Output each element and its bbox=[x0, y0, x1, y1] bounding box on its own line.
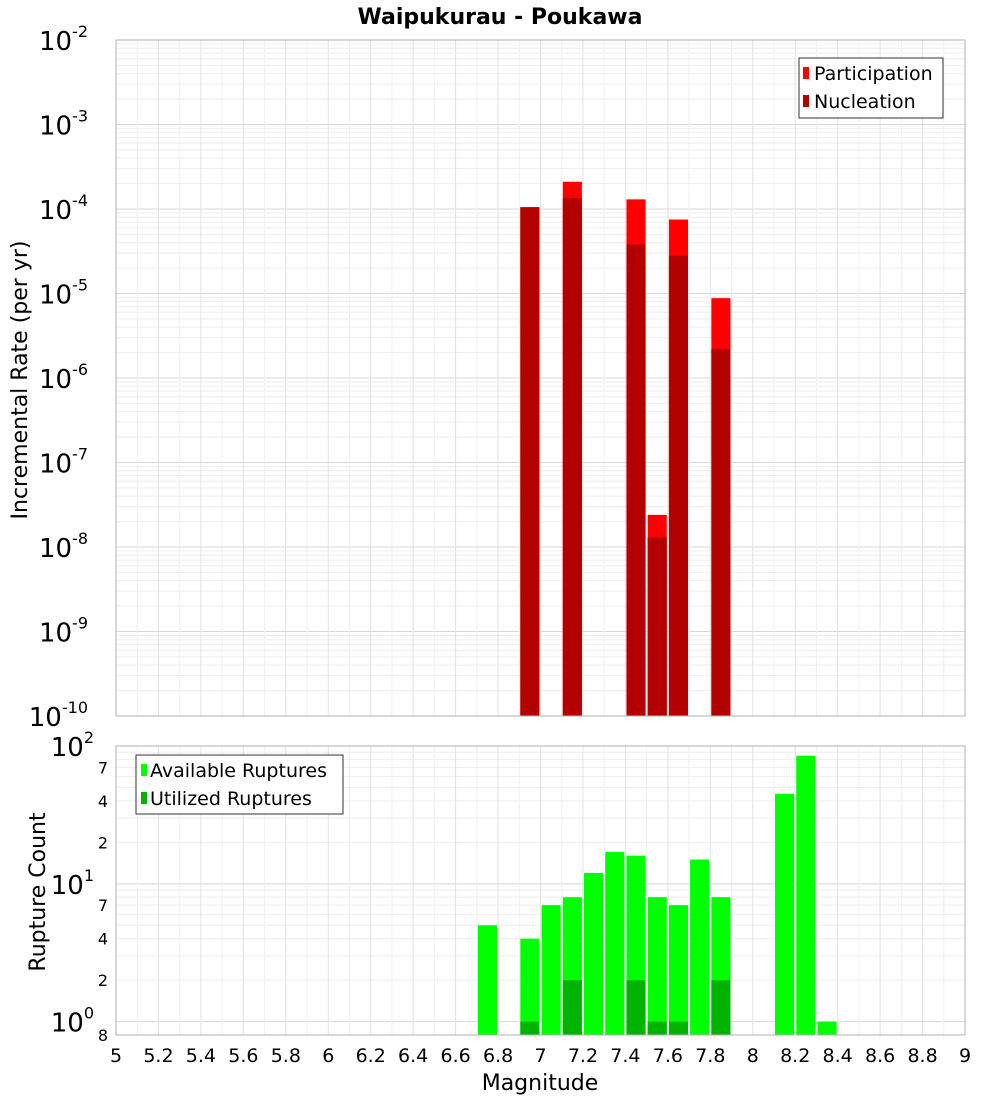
bottom-y-axis-label: Rupture Count bbox=[26, 812, 51, 972]
nucleation-bar bbox=[562, 197, 582, 716]
x-tick-label: 5.6 bbox=[228, 1045, 258, 1067]
x-tick-label: 8.6 bbox=[865, 1045, 895, 1067]
x-tick-label: 8.2 bbox=[780, 1045, 810, 1067]
nucleation-bar bbox=[668, 255, 689, 716]
top-y-tick-label: 10-8 bbox=[39, 529, 88, 564]
nucleation-bar bbox=[647, 537, 667, 716]
nucleation-bar bbox=[626, 244, 646, 716]
utilized-ruptures-bar bbox=[647, 1021, 667, 1035]
x-tick-label: 8.4 bbox=[823, 1045, 853, 1067]
legend-swatch bbox=[141, 792, 147, 804]
legend-swatch bbox=[803, 95, 809, 107]
available-ruptures-bar bbox=[796, 755, 816, 1035]
utilized-ruptures-bar bbox=[520, 1021, 540, 1035]
bottom-y-minor-tick-label: 4 bbox=[98, 792, 108, 811]
available-ruptures-bar bbox=[668, 905, 689, 1035]
bottom-y-minor-tick-label: 2 bbox=[98, 971, 108, 990]
x-tick-label: 5.8 bbox=[271, 1045, 301, 1067]
x-axis-label: Magnitude bbox=[482, 1071, 599, 1096]
x-tick-label: 6.8 bbox=[483, 1045, 513, 1067]
bottom-y-tick-label: 101 bbox=[51, 866, 94, 901]
x-tick-label: 5.4 bbox=[186, 1045, 216, 1067]
x-tick-label: 9 bbox=[959, 1045, 971, 1067]
bottom-legend-box bbox=[135, 754, 344, 815]
available-ruptures-bar bbox=[647, 897, 667, 1035]
bottom-legend: Available Ruptures Utilized Ruptures bbox=[135, 754, 344, 815]
legend-swatch bbox=[803, 67, 809, 79]
chart-title: Waipukurau - Poukawa bbox=[358, 5, 643, 30]
utilized-ruptures-bar bbox=[562, 980, 582, 1035]
available-ruptures-bar bbox=[775, 793, 795, 1035]
top-y-tick-label: 10-2 bbox=[39, 22, 88, 57]
legend-label: Available Ruptures bbox=[150, 760, 327, 782]
x-tick-label: 5.2 bbox=[143, 1045, 173, 1067]
bottom-y-minor-tick-label: 7 bbox=[98, 758, 108, 777]
available-ruptures-bar bbox=[520, 938, 540, 1035]
bottom-y-minor-tick-label: 8 bbox=[98, 1026, 108, 1045]
x-tick-label: 6.6 bbox=[440, 1045, 470, 1067]
top-legend-box bbox=[798, 57, 944, 119]
available-ruptures-bar bbox=[690, 859, 710, 1035]
x-tick-label: 6 bbox=[322, 1045, 334, 1067]
x-tick-label: 6.4 bbox=[398, 1045, 428, 1067]
bottom-y-minor-tick-label: 7 bbox=[98, 896, 108, 915]
available-ruptures-bar bbox=[817, 1021, 837, 1035]
bottom-y-minor-tick-label: 4 bbox=[98, 930, 108, 949]
top-y-tick-label: 10-10 bbox=[29, 698, 88, 733]
x-tick-label: 5 bbox=[110, 1045, 122, 1067]
bottom-plot-border bbox=[115, 745, 966, 1036]
available-ruptures-bar bbox=[477, 925, 497, 1035]
x-tick-label: 7.2 bbox=[568, 1045, 598, 1067]
x-tick-label: 7.8 bbox=[695, 1045, 725, 1067]
available-ruptures-bar bbox=[584, 872, 604, 1035]
top-plot-border bbox=[115, 39, 966, 717]
top-legend: Participation Nucleation bbox=[798, 57, 944, 119]
x-tick-label: 6.2 bbox=[356, 1045, 386, 1067]
utilized-ruptures-bar bbox=[668, 1021, 689, 1035]
bottom-y-tick-label: 100 bbox=[51, 1004, 94, 1039]
top-y-tick-label: 10-3 bbox=[39, 107, 88, 142]
top-y-tick-label: 10-7 bbox=[39, 445, 88, 480]
top-y-tick-label: 10-6 bbox=[39, 360, 88, 395]
nucleation-bar bbox=[711, 349, 731, 716]
utilized-ruptures-bar bbox=[626, 980, 646, 1035]
x-tick-label: 7.6 bbox=[653, 1045, 683, 1067]
utilized-ruptures-bar bbox=[711, 980, 731, 1035]
x-tick-label: 8.8 bbox=[907, 1045, 937, 1067]
legend-label: Utilized Ruptures bbox=[150, 788, 312, 810]
available-ruptures-bar bbox=[541, 905, 561, 1035]
x-tick-label: 8 bbox=[747, 1045, 759, 1067]
legend-label: Participation bbox=[814, 63, 933, 85]
legend-swatch bbox=[141, 764, 147, 776]
legend-label: Nucleation bbox=[814, 91, 916, 113]
bottom-y-minor-tick-label: 2 bbox=[98, 833, 108, 852]
top-y-tick-label: 10-4 bbox=[39, 191, 88, 226]
bottom-y-tick-label: 102 bbox=[51, 728, 94, 763]
x-tick-label: 7.4 bbox=[610, 1045, 640, 1067]
top-y-axis-label: Incremental Rate (per yr) bbox=[8, 241, 33, 520]
x-tick-label: 7 bbox=[534, 1045, 546, 1067]
top-y-tick-label: 10-9 bbox=[39, 614, 88, 649]
nucleation-bar bbox=[520, 207, 540, 716]
available-ruptures-bar bbox=[605, 852, 625, 1035]
top-y-tick-label: 10-5 bbox=[39, 276, 88, 311]
